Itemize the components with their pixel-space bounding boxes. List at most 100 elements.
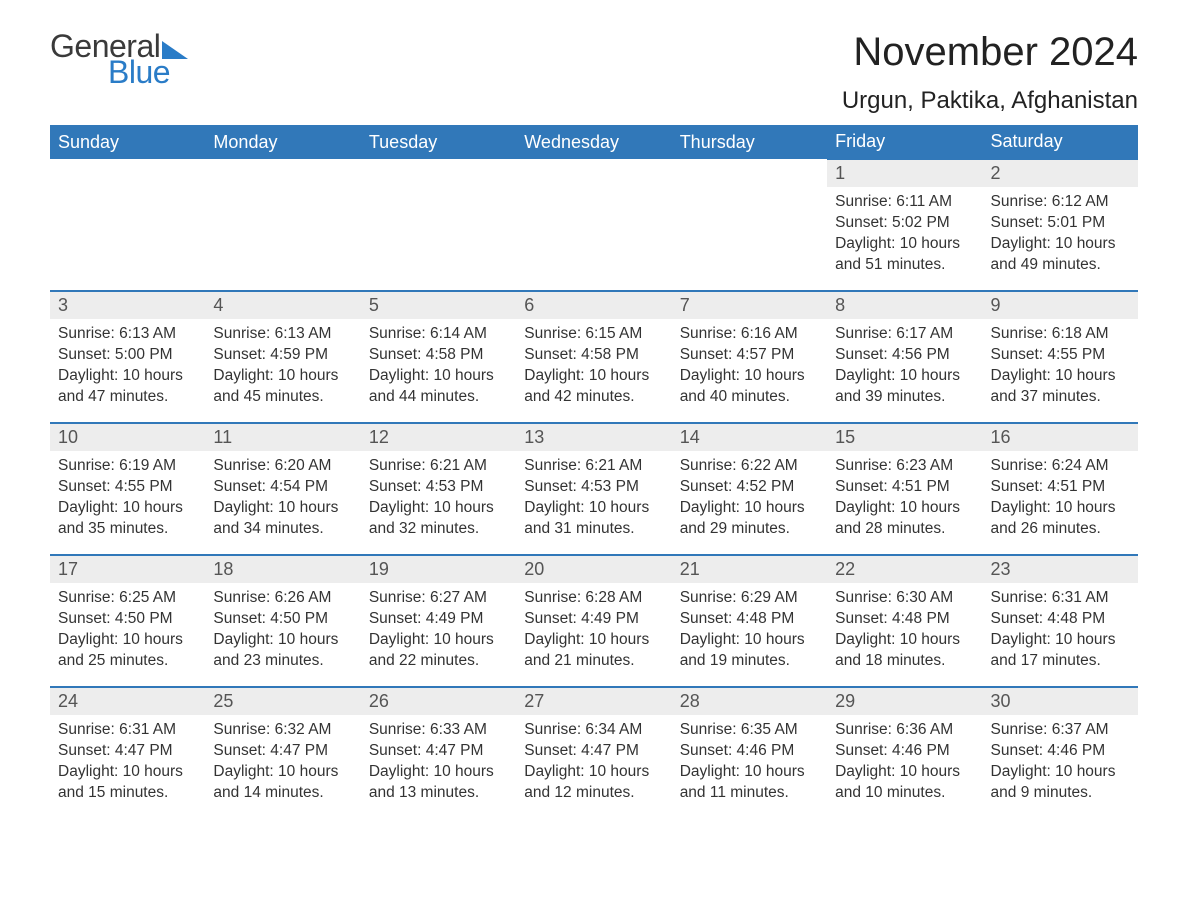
day-info: Sunrise: 6:31 AMSunset: 4:48 PMDaylight:… [983, 583, 1138, 676]
location-subtitle: Urgun, Paktika, Afghanistan [842, 87, 1138, 115]
calendar-day-cell [516, 159, 671, 291]
calendar-day-cell: 18Sunrise: 6:26 AMSunset: 4:50 PMDayligh… [205, 555, 360, 687]
day-number: 11 [205, 424, 360, 451]
calendar-day-cell: 11Sunrise: 6:20 AMSunset: 4:54 PMDayligh… [205, 423, 360, 555]
day-number: 30 [983, 688, 1138, 715]
calendar-day-cell: 13Sunrise: 6:21 AMSunset: 4:53 PMDayligh… [516, 423, 671, 555]
day-number: 23 [983, 556, 1138, 583]
day-number: 21 [672, 556, 827, 583]
day-info: Sunrise: 6:13 AMSunset: 5:00 PMDaylight:… [50, 319, 205, 412]
calendar-table: SundayMondayTuesdayWednesdayThursdayFrid… [50, 125, 1138, 819]
day-number: 16 [983, 424, 1138, 451]
calendar-day-cell: 19Sunrise: 6:27 AMSunset: 4:49 PMDayligh… [361, 555, 516, 687]
calendar-day-cell: 8Sunrise: 6:17 AMSunset: 4:56 PMDaylight… [827, 291, 982, 423]
calendar-day-cell: 16Sunrise: 6:24 AMSunset: 4:51 PMDayligh… [983, 423, 1138, 555]
calendar-day-cell: 23Sunrise: 6:31 AMSunset: 4:48 PMDayligh… [983, 555, 1138, 687]
calendar-day-cell [50, 159, 205, 291]
day-info: Sunrise: 6:22 AMSunset: 4:52 PMDaylight:… [672, 451, 827, 544]
day-number: 1 [827, 160, 982, 187]
calendar-day-cell [361, 159, 516, 291]
day-number: 24 [50, 688, 205, 715]
day-number: 7 [672, 292, 827, 319]
day-header: Wednesday [516, 125, 671, 159]
day-number: 6 [516, 292, 671, 319]
day-number: 26 [361, 688, 516, 715]
calendar-day-cell: 10Sunrise: 6:19 AMSunset: 4:55 PMDayligh… [50, 423, 205, 555]
day-header: Saturday [983, 125, 1138, 159]
day-info: Sunrise: 6:32 AMSunset: 4:47 PMDaylight:… [205, 715, 360, 808]
day-header: Friday [827, 125, 982, 159]
day-number: 10 [50, 424, 205, 451]
calendar-day-cell: 3Sunrise: 6:13 AMSunset: 5:00 PMDaylight… [50, 291, 205, 423]
calendar-body: 1Sunrise: 6:11 AMSunset: 5:02 PMDaylight… [50, 159, 1138, 819]
day-info: Sunrise: 6:31 AMSunset: 4:47 PMDaylight:… [50, 715, 205, 808]
day-info: Sunrise: 6:17 AMSunset: 4:56 PMDaylight:… [827, 319, 982, 412]
day-number: 17 [50, 556, 205, 583]
day-info: Sunrise: 6:30 AMSunset: 4:48 PMDaylight:… [827, 583, 982, 676]
day-info: Sunrise: 6:29 AMSunset: 4:48 PMDaylight:… [672, 583, 827, 676]
calendar-day-cell: 30Sunrise: 6:37 AMSunset: 4:46 PMDayligh… [983, 687, 1138, 819]
day-number: 27 [516, 688, 671, 715]
header-bar: General Blue November 2024 Urgun, Paktik… [50, 30, 1138, 119]
calendar-day-cell: 21Sunrise: 6:29 AMSunset: 4:48 PMDayligh… [672, 555, 827, 687]
brand-logo: General Blue [50, 30, 188, 88]
calendar-day-cell [205, 159, 360, 291]
day-info: Sunrise: 6:16 AMSunset: 4:57 PMDaylight:… [672, 319, 827, 412]
day-number: 9 [983, 292, 1138, 319]
brand-word-blue: Blue [108, 56, 188, 88]
day-info: Sunrise: 6:11 AMSunset: 5:02 PMDaylight:… [827, 187, 982, 280]
day-header: Monday [205, 125, 360, 159]
day-number: 22 [827, 556, 982, 583]
day-info: Sunrise: 6:28 AMSunset: 4:49 PMDaylight:… [516, 583, 671, 676]
calendar-day-cell: 27Sunrise: 6:34 AMSunset: 4:47 PMDayligh… [516, 687, 671, 819]
day-number: 2 [983, 160, 1138, 187]
day-info: Sunrise: 6:15 AMSunset: 4:58 PMDaylight:… [516, 319, 671, 412]
calendar-day-cell: 2Sunrise: 6:12 AMSunset: 5:01 PMDaylight… [983, 159, 1138, 291]
day-number: 14 [672, 424, 827, 451]
day-info: Sunrise: 6:34 AMSunset: 4:47 PMDaylight:… [516, 715, 671, 808]
day-info: Sunrise: 6:23 AMSunset: 4:51 PMDaylight:… [827, 451, 982, 544]
calendar-day-cell: 7Sunrise: 6:16 AMSunset: 4:57 PMDaylight… [672, 291, 827, 423]
page-title: November 2024 [842, 30, 1138, 75]
day-number: 19 [361, 556, 516, 583]
day-number: 12 [361, 424, 516, 451]
calendar-day-cell: 12Sunrise: 6:21 AMSunset: 4:53 PMDayligh… [361, 423, 516, 555]
calendar-header-row: SundayMondayTuesdayWednesdayThursdayFrid… [50, 125, 1138, 159]
day-header: Tuesday [361, 125, 516, 159]
day-info: Sunrise: 6:20 AMSunset: 4:54 PMDaylight:… [205, 451, 360, 544]
calendar-week-row: 10Sunrise: 6:19 AMSunset: 4:55 PMDayligh… [50, 423, 1138, 555]
day-info: Sunrise: 6:36 AMSunset: 4:46 PMDaylight:… [827, 715, 982, 808]
day-info: Sunrise: 6:27 AMSunset: 4:49 PMDaylight:… [361, 583, 516, 676]
day-number: 29 [827, 688, 982, 715]
calendar-day-cell: 29Sunrise: 6:36 AMSunset: 4:46 PMDayligh… [827, 687, 982, 819]
calendar-day-cell: 4Sunrise: 6:13 AMSunset: 4:59 PMDaylight… [205, 291, 360, 423]
day-info: Sunrise: 6:12 AMSunset: 5:01 PMDaylight:… [983, 187, 1138, 280]
day-info: Sunrise: 6:25 AMSunset: 4:50 PMDaylight:… [50, 583, 205, 676]
day-info: Sunrise: 6:21 AMSunset: 4:53 PMDaylight:… [361, 451, 516, 544]
day-number: 25 [205, 688, 360, 715]
day-header: Thursday [672, 125, 827, 159]
day-info: Sunrise: 6:24 AMSunset: 4:51 PMDaylight:… [983, 451, 1138, 544]
day-info: Sunrise: 6:33 AMSunset: 4:47 PMDaylight:… [361, 715, 516, 808]
calendar-day-cell: 6Sunrise: 6:15 AMSunset: 4:58 PMDaylight… [516, 291, 671, 423]
day-info: Sunrise: 6:19 AMSunset: 4:55 PMDaylight:… [50, 451, 205, 544]
calendar-day-cell: 25Sunrise: 6:32 AMSunset: 4:47 PMDayligh… [205, 687, 360, 819]
calendar-week-row: 3Sunrise: 6:13 AMSunset: 5:00 PMDaylight… [50, 291, 1138, 423]
calendar-day-cell: 20Sunrise: 6:28 AMSunset: 4:49 PMDayligh… [516, 555, 671, 687]
day-number: 28 [672, 688, 827, 715]
calendar-week-row: 24Sunrise: 6:31 AMSunset: 4:47 PMDayligh… [50, 687, 1138, 819]
day-number: 8 [827, 292, 982, 319]
calendar-week-row: 17Sunrise: 6:25 AMSunset: 4:50 PMDayligh… [50, 555, 1138, 687]
day-number: 18 [205, 556, 360, 583]
calendar-day-cell: 15Sunrise: 6:23 AMSunset: 4:51 PMDayligh… [827, 423, 982, 555]
day-number: 5 [361, 292, 516, 319]
day-info: Sunrise: 6:21 AMSunset: 4:53 PMDaylight:… [516, 451, 671, 544]
day-number: 13 [516, 424, 671, 451]
calendar-day-cell: 1Sunrise: 6:11 AMSunset: 5:02 PMDaylight… [827, 159, 982, 291]
day-info: Sunrise: 6:14 AMSunset: 4:58 PMDaylight:… [361, 319, 516, 412]
calendar-day-cell [672, 159, 827, 291]
day-info: Sunrise: 6:35 AMSunset: 4:46 PMDaylight:… [672, 715, 827, 808]
day-number: 3 [50, 292, 205, 319]
day-info: Sunrise: 6:13 AMSunset: 4:59 PMDaylight:… [205, 319, 360, 412]
calendar-day-cell: 22Sunrise: 6:30 AMSunset: 4:48 PMDayligh… [827, 555, 982, 687]
